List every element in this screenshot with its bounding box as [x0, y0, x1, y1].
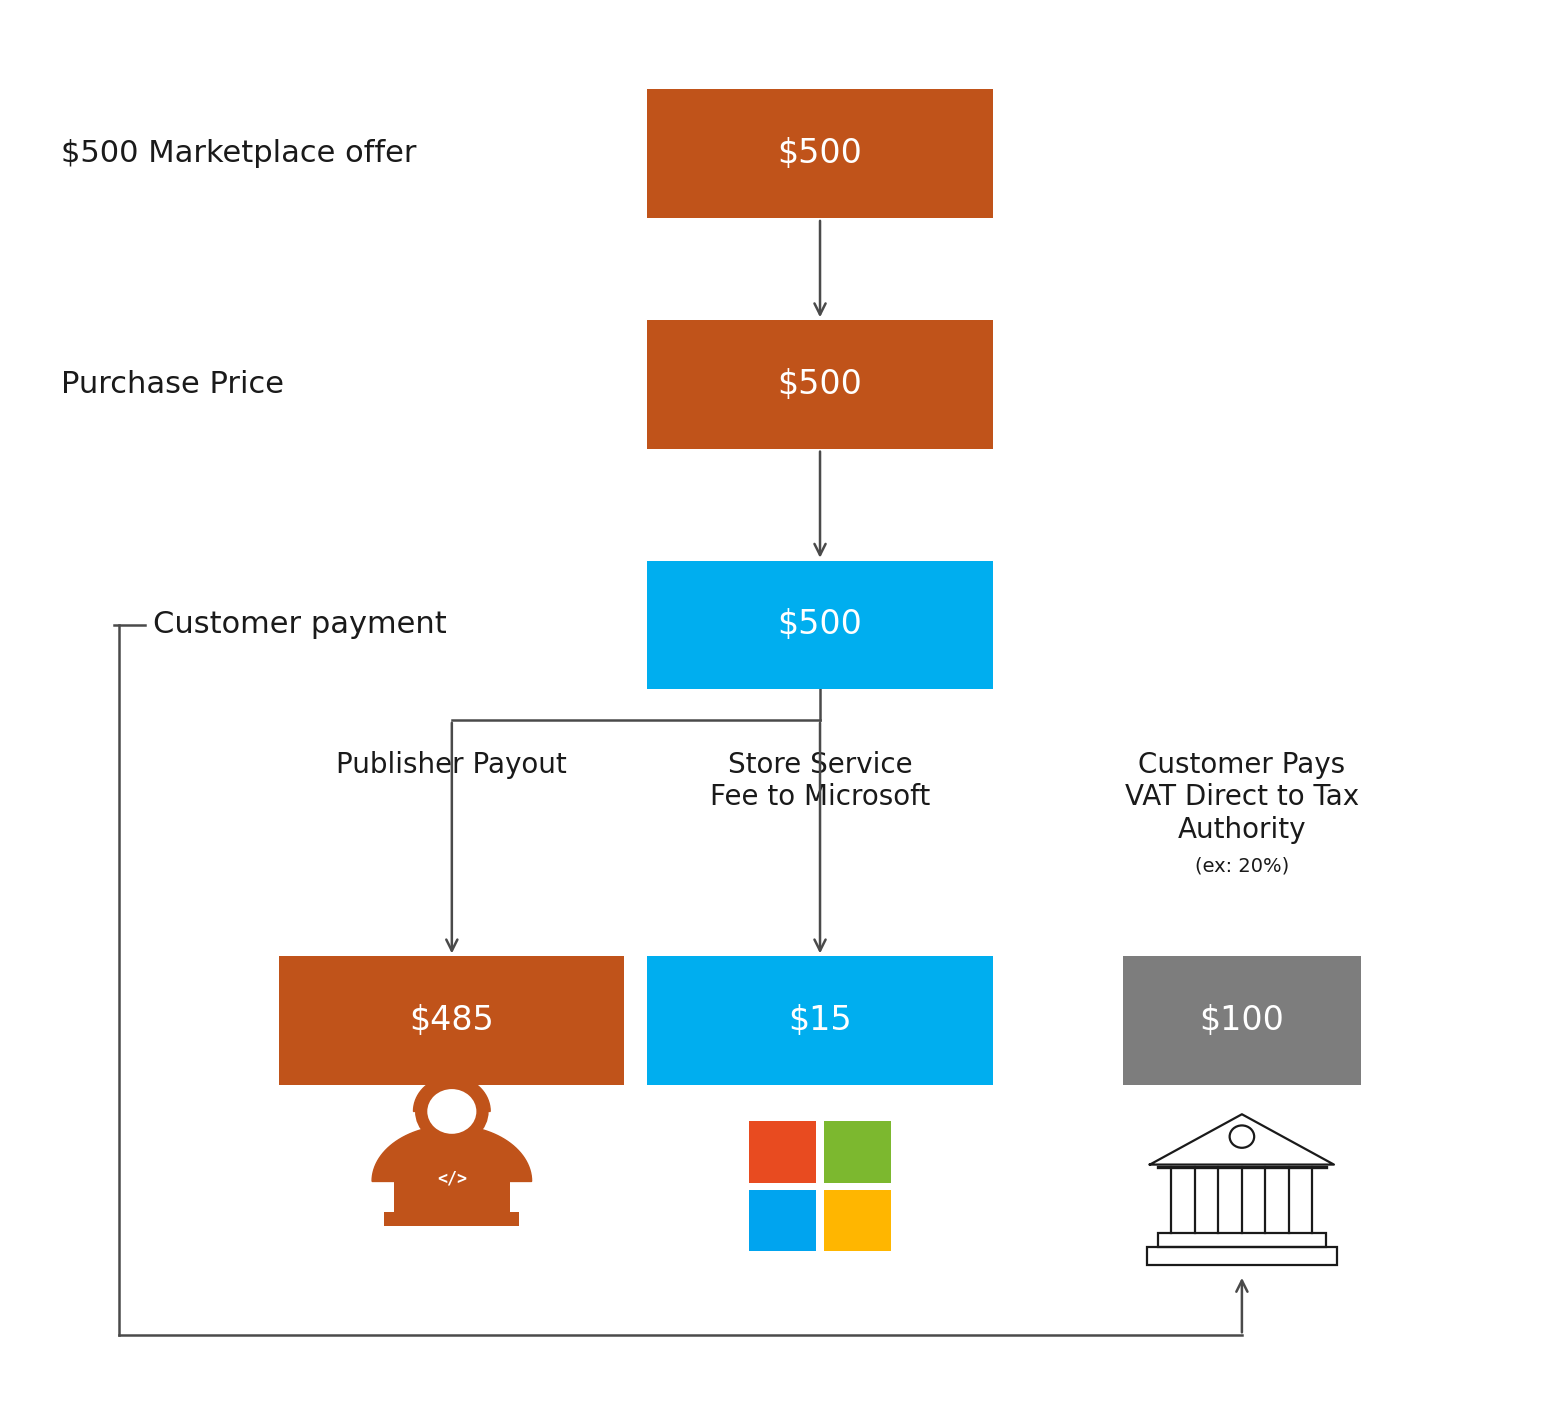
Text: $15: $15 [788, 1004, 851, 1036]
Bar [1147, 1247, 1337, 1265]
Text: $500 Marketplace offer: $500 Marketplace offer [60, 140, 416, 168]
Bar [824, 1190, 892, 1251]
Text: Customer payment: Customer payment [153, 610, 446, 640]
Bar [1158, 1233, 1327, 1247]
Bar [647, 956, 992, 1084]
Text: $500: $500 [777, 137, 862, 171]
Polygon shape [413, 1076, 491, 1111]
Bar [824, 1121, 892, 1183]
Bar [749, 1190, 816, 1251]
Bar [647, 561, 992, 689]
Bar [384, 1211, 519, 1226]
Bar [749, 1121, 816, 1183]
Text: $100: $100 [1200, 1004, 1285, 1036]
Bar [647, 321, 992, 449]
Text: (ex: 20%): (ex: 20%) [1195, 857, 1289, 875]
Bar [1122, 956, 1361, 1084]
Text: Customer Pays
VAT Direct to Tax
Authority: Customer Pays VAT Direct to Tax Authorit… [1125, 751, 1359, 843]
Text: $500: $500 [777, 369, 862, 401]
Polygon shape [372, 1125, 531, 1182]
Bar [440, 1131, 464, 1151]
Text: $485: $485 [410, 1004, 494, 1036]
Text: Publisher Payout: Publisher Payout [336, 751, 567, 779]
Text: $500: $500 [777, 609, 862, 641]
Bar [393, 1145, 511, 1211]
Circle shape [415, 1077, 489, 1145]
Bar [279, 956, 624, 1084]
Bar [647, 89, 992, 217]
Text: Purchase Price: Purchase Price [60, 370, 283, 400]
Circle shape [427, 1089, 477, 1134]
Text: Store Service
Fee to Microsoft: Store Service Fee to Microsoft [711, 751, 930, 810]
Text: </>: </> [437, 1169, 467, 1187]
